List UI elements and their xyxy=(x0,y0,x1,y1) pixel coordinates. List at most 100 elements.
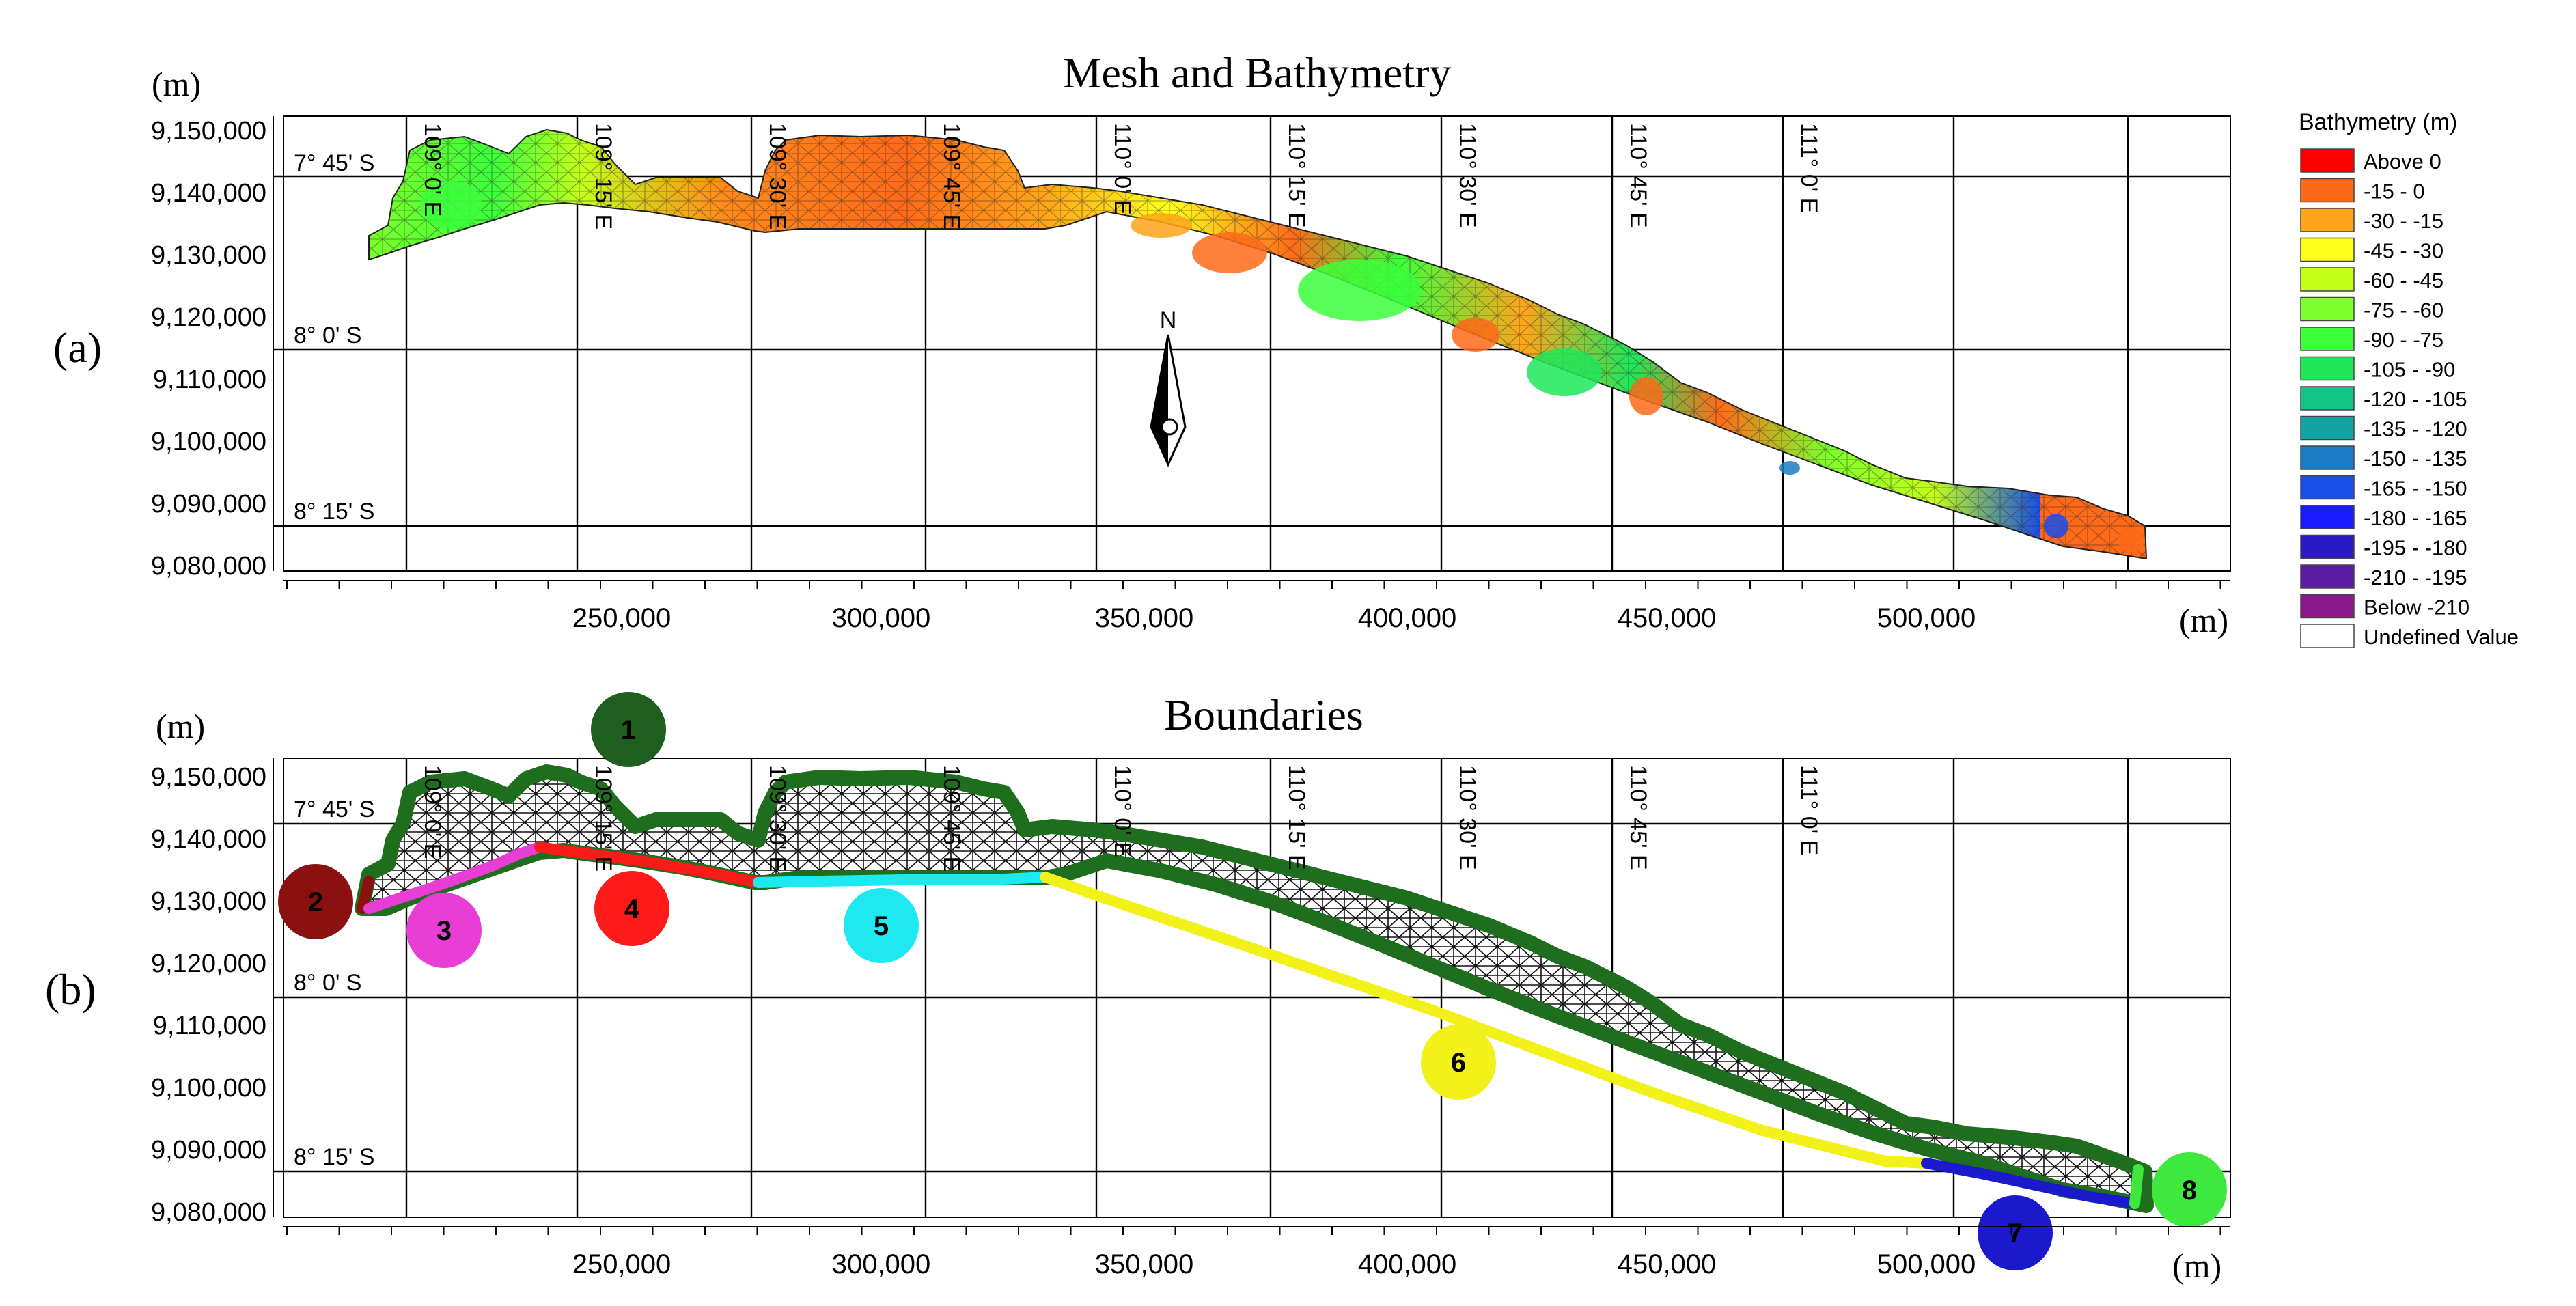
y-tick-label: 9,140,000 xyxy=(151,825,266,854)
legend-swatch xyxy=(2300,267,2355,292)
lon-label: 110° 15' E xyxy=(1284,765,1310,870)
north-label: N xyxy=(1160,307,1177,333)
lon-label: 110° 0' E xyxy=(1109,765,1135,857)
x-tick-label: 450,000 xyxy=(1618,603,1717,633)
legend-label: Undefined Value xyxy=(2364,625,2519,649)
x-tick-label: 300,000 xyxy=(832,1249,931,1279)
x-tick-label: 400,000 xyxy=(1358,603,1457,633)
boundary-segment-3 xyxy=(363,842,545,914)
panel-a-x-minor-ticks xyxy=(286,581,2221,589)
bathymetry-legend: Bathymetry (m) Above 0 -15 - 0 -30 - -15 -4… xyxy=(2299,109,2519,649)
legend-swatch xyxy=(2300,534,2355,559)
legend-swatch xyxy=(2300,356,2355,381)
boundary-marker-6 xyxy=(1421,1025,1496,1100)
boundary-marker-label: 3 xyxy=(437,916,452,946)
y-tick-label: 9,150,000 xyxy=(151,763,266,792)
panel-b-x-minor-ticks xyxy=(286,1227,2221,1235)
panel-b-y-unit: (m) xyxy=(156,707,205,745)
y-tick-label: 9,130,000 xyxy=(151,241,266,270)
boundary-segment-5 xyxy=(753,872,1051,888)
y-tick-label: 9,080,000 xyxy=(151,1198,266,1227)
boundary-markers: 1 2 3 4 5 6 7 8 xyxy=(278,692,2227,1270)
boundary-marker-label: 6 xyxy=(1451,1048,1466,1078)
legend-swatch xyxy=(2300,505,2355,529)
north-arrow-icon: N xyxy=(1150,307,1187,467)
boundary-mesh xyxy=(355,764,2154,1213)
legend-swatch xyxy=(2300,296,2355,322)
legend-label: -180 - -165 xyxy=(2364,506,2467,530)
x-tick-label: 350,000 xyxy=(1095,603,1194,633)
legend-label: -120 - -105 xyxy=(2364,387,2467,411)
legend-label: -135 - -120 xyxy=(2364,417,2467,441)
lon-label: 110° 30' E xyxy=(1454,123,1480,228)
y-tick-label: 9,120,000 xyxy=(151,949,266,978)
panel-b-lon-labels: 109° 0' E 109° 15' E 109° 30' E 109° 45'… xyxy=(419,765,1822,872)
boundary-marker-label: 7 xyxy=(2008,1219,2023,1249)
legend-label: Below -210 xyxy=(2364,596,2469,620)
legend-swatch xyxy=(2300,445,2355,470)
boundary-marker-label: 2 xyxy=(308,887,323,917)
boundary-marker-3 xyxy=(406,893,482,968)
boundary-segment-8 xyxy=(2129,1164,2144,1209)
legend-swatch xyxy=(2300,475,2355,500)
lon-label: 109° 0' E xyxy=(419,123,445,217)
panel-a-lat-labels: 7° 45' S 8° 0' S 8° 15' S xyxy=(294,150,374,525)
x-tick-label: 500,000 xyxy=(1877,603,1976,633)
panel-a-x-ticks: 250,000 300,000 350,000 400,000 450,000 … xyxy=(572,603,1976,633)
y-tick-label: 9,080,000 xyxy=(151,552,266,581)
panel-a-x-unit: (m) xyxy=(2179,601,2228,639)
panel-b-x-unit: (m) xyxy=(2172,1247,2221,1285)
x-tick-label: 400,000 xyxy=(1358,1249,1457,1279)
panel-a-letter: (a) xyxy=(53,323,102,372)
legend-label: Above 0 xyxy=(2364,150,2441,173)
boundary-marker-2 xyxy=(278,864,353,939)
legend-swatch xyxy=(2300,415,2355,441)
boundary-marker-5 xyxy=(844,888,919,963)
lat-label: 8° 15' S xyxy=(294,499,374,525)
lon-label: 109° 30' E xyxy=(764,123,790,230)
panel-a-graticule xyxy=(273,116,2230,571)
y-tick-label: 9,100,000 xyxy=(151,1074,266,1102)
y-tick-label: 9,150,000 xyxy=(151,117,266,145)
legend-label: -60 - -45 xyxy=(2364,268,2443,292)
legend-label: -75 - -60 xyxy=(2364,298,2443,322)
lon-label: 109° 0' E xyxy=(419,765,445,859)
lon-label: 110° 15' E xyxy=(1284,123,1310,228)
lon-label: 109° 45' E xyxy=(939,123,965,230)
lon-label: 109° 45' E xyxy=(939,765,965,872)
lat-label: 8° 15' S xyxy=(294,1144,374,1170)
boundary-marker-label: 4 xyxy=(624,894,640,924)
boundary-marker-8 xyxy=(2152,1152,2227,1227)
panel-a-title: Mesh and Bathymetry xyxy=(1063,48,1452,97)
legend-swatch xyxy=(2300,624,2355,648)
legend-label: -45 - -30 xyxy=(2364,239,2443,263)
lon-label: 109° 30' E xyxy=(764,765,790,872)
legend-label: -195 - -180 xyxy=(2364,536,2467,560)
legend-swatch xyxy=(2300,208,2355,232)
panel-a-y-unit: (m) xyxy=(152,65,201,103)
legend-title: Bathymetry (m) xyxy=(2299,109,2457,135)
legend-label: -90 - -75 xyxy=(2364,328,2443,352)
mesh-overlay-a xyxy=(369,130,2146,559)
panel-b-boundaries-map: (b) Boundaries (m) (m) xyxy=(45,691,2231,1285)
boundary-marker-label: 5 xyxy=(874,911,889,941)
panel-a-lon-labels: 109° 0' E 109° 15' E 109° 30' E 109° 45'… xyxy=(419,123,1822,230)
legend-label: -210 - -195 xyxy=(2364,566,2467,589)
open-boundaries xyxy=(357,842,2144,1209)
boundary-marker-label: 1 xyxy=(621,715,636,745)
y-tick-label: 9,110,000 xyxy=(153,365,266,394)
x-tick-label: 250,000 xyxy=(572,603,671,633)
lat-label: 8° 0' S xyxy=(294,970,361,996)
legend-items: Above 0 -15 - 0 -30 - -15 -45 - -30 -60 - -4… xyxy=(2300,148,2519,649)
legend-swatch xyxy=(2300,594,2355,619)
panel-a-map-frame xyxy=(283,115,2231,572)
lon-label: 111° 0' E xyxy=(1796,123,1822,213)
boundary-segment-4 xyxy=(534,842,764,888)
panel-a-bathymetry-map: (a) Mesh and Bathymetry (m) (m) xyxy=(53,48,2231,639)
lon-label: 110° 0' E xyxy=(1109,123,1135,215)
legend-swatch xyxy=(2300,237,2355,262)
legend-swatch xyxy=(2300,564,2355,589)
x-tick-label: 300,000 xyxy=(832,603,931,633)
lat-label: 8° 0' S xyxy=(294,322,361,348)
